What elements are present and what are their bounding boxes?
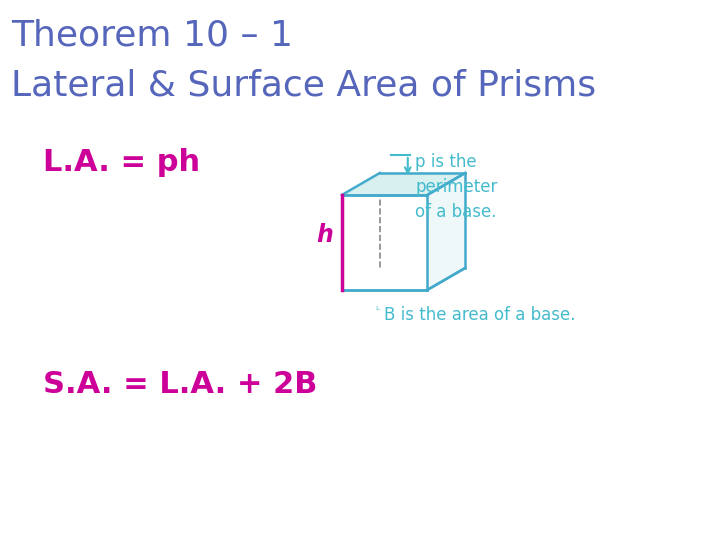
Text: Lateral & Surface Area of Prisms: Lateral & Surface Area of Prisms xyxy=(12,68,596,102)
Polygon shape xyxy=(427,173,465,290)
Text: S.A. = L.A. + 2B: S.A. = L.A. + 2B xyxy=(42,370,317,399)
Polygon shape xyxy=(342,268,465,290)
Text: L.A. = ph: L.A. = ph xyxy=(42,148,200,177)
Polygon shape xyxy=(342,195,427,290)
Text: p is the
perimeter
of a base.: p is the perimeter of a base. xyxy=(415,153,498,221)
Text: B is the area of a base.: B is the area of a base. xyxy=(384,306,575,324)
Text: Theorem 10 – 1: Theorem 10 – 1 xyxy=(12,18,293,52)
Polygon shape xyxy=(342,173,465,195)
Text: ᴸ: ᴸ xyxy=(375,306,379,316)
Text: h: h xyxy=(316,223,333,247)
